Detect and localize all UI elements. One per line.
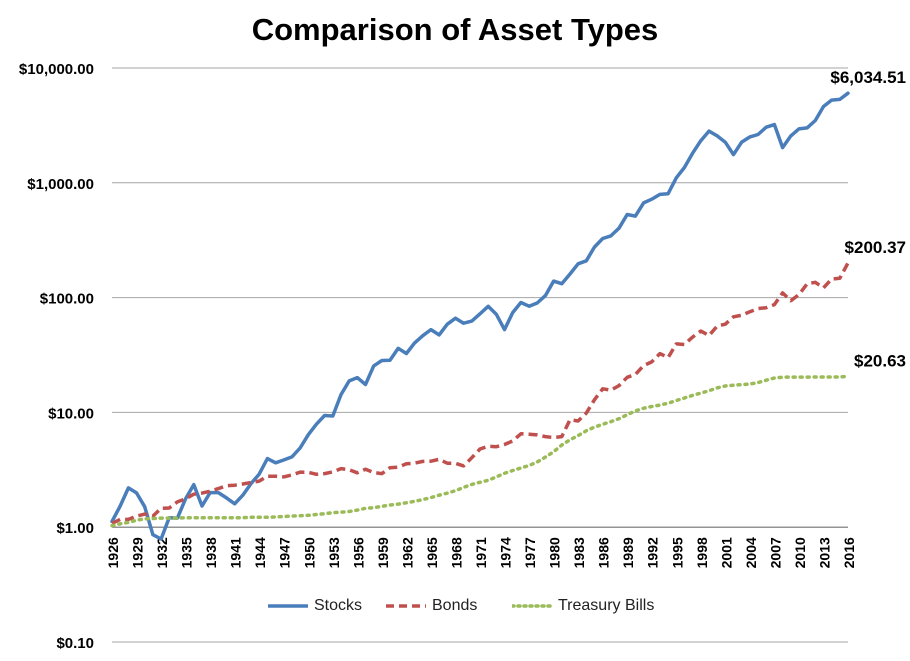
x-tick-label: 1959 bbox=[375, 537, 391, 568]
x-tick-label: 1986 bbox=[596, 537, 612, 568]
x-tick-label: 1965 bbox=[424, 537, 440, 568]
x-tick-label: 1935 bbox=[179, 537, 195, 568]
legend-item-bonds: Bonds bbox=[386, 597, 477, 615]
x-tick-label: 1926 bbox=[105, 537, 121, 568]
legend-label-treasury-bills: Treasury Bills bbox=[558, 597, 655, 614]
series-line-bonds bbox=[111, 262, 850, 525]
y-tick-label: $10.00 bbox=[48, 405, 94, 422]
x-tick-label: 1938 bbox=[203, 537, 219, 568]
series-line-treasury-bills bbox=[110, 374, 850, 528]
y-tick-label: $0.10 bbox=[56, 635, 94, 652]
series-lines bbox=[110, 91, 850, 541]
legend-item-treasury-bills: Treasury Bills bbox=[512, 597, 654, 615]
y-tick-label: $100.00 bbox=[40, 291, 94, 308]
legend-swatch-stocks bbox=[268, 604, 308, 608]
y-tick-label: $1,000.00 bbox=[27, 176, 94, 193]
x-tick-label: 1968 bbox=[448, 537, 464, 568]
legend-label-bonds: Bonds bbox=[432, 597, 478, 614]
x-tick-label: 1971 bbox=[473, 537, 489, 568]
y-tick-label: $10,000.00 bbox=[19, 61, 94, 78]
x-tick-label: 2016 bbox=[841, 537, 857, 568]
x-tick-label: 2013 bbox=[816, 537, 832, 568]
x-tick-label: 1950 bbox=[301, 537, 317, 568]
legend-item-stocks: Stocks bbox=[268, 597, 362, 615]
x-tick-label: 1956 bbox=[350, 537, 366, 568]
chart-legend: Stocks Bonds Treasury Bills bbox=[0, 597, 910, 621]
x-tick-label: 1983 bbox=[571, 537, 587, 568]
x-tick-label: 1977 bbox=[522, 537, 538, 568]
x-tick-label: 2004 bbox=[743, 537, 759, 568]
x-tick-label: 1992 bbox=[645, 537, 661, 568]
x-tick-label: 1941 bbox=[228, 537, 244, 568]
y-tick-label: $1.00 bbox=[56, 520, 94, 537]
grid-lines bbox=[112, 67, 848, 643]
end-label-bonds: $200.37 bbox=[845, 238, 906, 257]
legend-swatch-treasury-bills bbox=[512, 604, 552, 608]
x-tick-label: 1980 bbox=[547, 537, 563, 568]
x-tick-label: 1944 bbox=[252, 537, 268, 568]
x-tick-label: 2001 bbox=[718, 537, 734, 568]
x-tick-label: 1989 bbox=[620, 537, 636, 568]
end-label-stocks: $6,034.51 bbox=[830, 68, 906, 87]
x-tick-label: 1929 bbox=[130, 537, 146, 568]
series-line-stocks bbox=[110, 91, 850, 541]
end-value-labels: $6,034.51 $200.37 $20.63 bbox=[830, 68, 906, 370]
x-tick-label: 1974 bbox=[498, 537, 514, 568]
x-tick-label: 1932 bbox=[154, 537, 170, 568]
chart-title: Comparison of Asset Types bbox=[251, 12, 659, 47]
end-label-treasury-bills: $20.63 bbox=[854, 351, 906, 370]
x-tick-label: 1998 bbox=[694, 537, 710, 568]
legend-swatch-bonds bbox=[386, 604, 426, 608]
x-tick-label: 1953 bbox=[326, 537, 342, 568]
legend-label-stocks: Stocks bbox=[314, 597, 363, 614]
x-tick-label: 1962 bbox=[399, 537, 415, 568]
x-tick-label: 2010 bbox=[792, 537, 808, 568]
x-tick-label: 1947 bbox=[277, 537, 293, 568]
x-tick-label: 2007 bbox=[767, 537, 783, 568]
x-axis-tick-labels: 1926 1929 1932 1935 1938 1941 1944 1947 1950 1953… bbox=[105, 537, 857, 568]
y-axis-tick-labels: $10,000.00 $1,000.00 $100.00 $10.00 $1.00 $0.… bbox=[19, 61, 94, 652]
x-tick-label: 1995 bbox=[669, 537, 685, 568]
